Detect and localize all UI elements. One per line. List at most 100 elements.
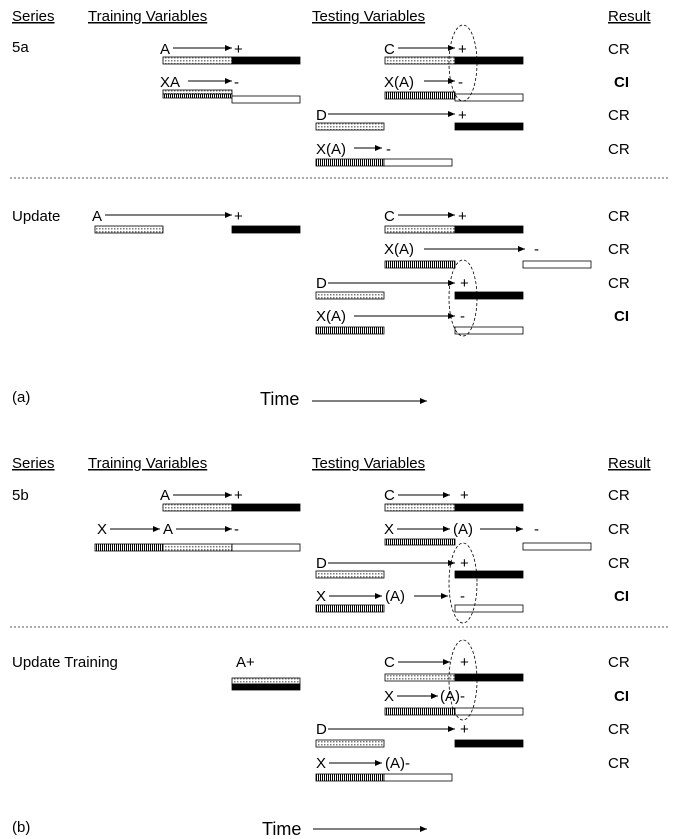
test-outcome: + [460,555,469,572]
test-stimulus: D [316,721,327,738]
result-value: CI [614,588,629,605]
train-outcome: + [234,208,243,225]
test-stimulus: X(A) [316,141,346,158]
reward-bar [454,291,524,300]
update-label: Update [12,208,60,225]
highlight-ellipse [448,542,478,624]
header-training: Training Variables [88,8,207,25]
x-stimulus-bar [315,326,385,335]
reward-bar [454,673,524,682]
highlight-ellipse [448,24,478,102]
no-reward-bar [454,604,524,613]
header-result: Result [608,8,651,25]
test-outcome: + [458,41,467,58]
no-reward-bar [454,326,524,335]
x-stimulus-bar [315,773,385,782]
update-label: Update Training [12,654,118,671]
stimulus-bar [384,673,456,682]
reward-bar [231,56,301,65]
caption: (a) [12,389,30,406]
x-stimulus-bar [94,543,164,552]
train-outcome: + [234,41,243,58]
test-stimulus: (A) [453,521,473,538]
test-outcome: + [460,654,469,671]
test-stimulus: C [384,208,395,225]
train-x-stimulus: X [97,521,107,538]
stimulus-bar [94,225,164,234]
test-outcome: + [460,275,469,292]
result-value: CR [608,275,630,292]
test-outcome: + [460,487,469,504]
test-outcome: + [458,107,467,124]
x-stimulus-bar [384,260,456,269]
x-stimulus-bar [315,604,385,613]
header-result: Result [608,455,651,472]
stimulus-bar [162,503,233,512]
no-reward-bar [231,95,301,104]
stimulus-bar [384,56,456,65]
result-value: CR [608,41,630,58]
series-label: 5b [12,487,29,504]
stimulus-bar [315,570,385,579]
stimulus-bar [162,543,233,552]
result-value: CR [608,208,630,225]
train-stimulus: XA [160,74,180,91]
result-value: CR [608,555,630,572]
test-stimulus: C [384,41,395,58]
x-stimulus-bar [384,538,456,546]
time-label: Time [262,819,301,839]
train-outcome: - [234,521,239,538]
x-stimulus-bar [162,93,233,99]
reward-bar [231,503,301,512]
test-x-stimulus: X [316,755,326,772]
test-outcome: - [534,521,539,538]
no-reward-bar [383,158,453,167]
test-stimulus: D [316,555,327,572]
no-reward-bar [454,707,524,716]
result-value: CI [614,74,629,91]
stimulus-bar [384,503,456,512]
test-outcome: - [534,241,539,258]
result-value: CR [608,487,630,504]
reward-bar [231,683,301,691]
test-stimulus: D [316,275,327,292]
stimulus-bar [315,122,385,131]
x-stimulus-bar [384,91,456,100]
result-value: CR [608,141,630,158]
result-value: CR [608,755,630,772]
test-stimulus: C [384,654,395,671]
test-x-stimulus: X [384,688,394,705]
reward-bar [454,225,524,234]
header-testing: Testing Variables [312,8,425,25]
stimulus-bar [384,225,456,234]
series-label: 5a [12,39,29,56]
stimulus-bar [162,89,233,95]
train-stimulus: A [160,41,170,58]
stimulus-bar [162,56,233,65]
stimulus-bar [315,739,385,748]
stimulus-bar [231,677,301,685]
test-stimulus: X(A) [384,74,414,91]
x-stimulus-bar [315,158,385,167]
no-reward-bar [383,773,453,782]
test-outcome: - [460,308,465,325]
no-reward-bar [522,260,592,269]
test-stimulus: D [316,107,327,124]
test-stimulus: C [384,487,395,504]
x-stimulus-bar [384,707,456,716]
test-stimulus: (A)- [385,755,410,772]
panel-a: Series Training Variables Testing Variab… [10,8,668,409]
header-testing: Testing Variables [312,455,425,472]
result-value: CR [608,721,630,738]
reward-bar [454,56,524,65]
test-stimulus: X(A) [316,308,346,325]
header-training: Training Variables [88,455,207,472]
reward-bar [454,570,524,579]
time-label: Time [260,389,299,409]
no-reward-bar [454,93,524,102]
no-reward-bar [522,542,592,551]
test-stimulus: X(A) [384,241,414,258]
test-x-stimulus: X [316,588,326,605]
result-value: CR [608,654,630,671]
